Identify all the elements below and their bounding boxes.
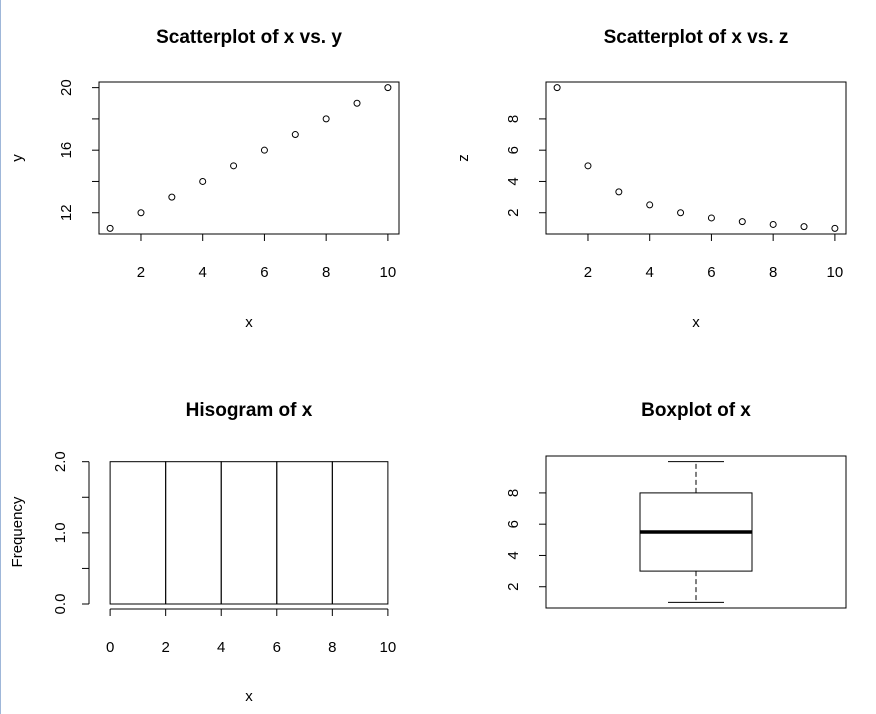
chart1-x-tick-label: 4 xyxy=(646,264,654,281)
chart1-x-tick-label: 2 xyxy=(584,264,592,281)
scatter-xz-ylabel: z xyxy=(455,154,472,162)
histogram-xlabel: x xyxy=(245,688,253,705)
chart1-y-tick-label: 2 xyxy=(505,209,522,217)
chart2-x-tick-label: 10 xyxy=(380,639,397,656)
scatter-xz-panel: Scatterplot of x vs. z 2 4 6 8 10 2 4 6 8 x z xyxy=(455,27,847,331)
scatter-xy-panel: Scatterplot of x vs. y 2 4 6 8 10 12 16 20 x y xyxy=(9,27,400,331)
scatter-xy-ylabel: y xyxy=(9,154,26,162)
chart1-point xyxy=(800,223,808,231)
chart0-y-tick-label: 20 xyxy=(58,79,75,96)
scatter-xy-xlabel: x xyxy=(245,314,253,331)
chart3-y-tick-label: 6 xyxy=(505,520,522,528)
chart1-point xyxy=(769,220,777,228)
chart2-x-tick-label: 2 xyxy=(161,639,169,656)
chart1-x-tick-label: 8 xyxy=(769,264,777,281)
chart1-point xyxy=(707,214,715,222)
chart0-point xyxy=(137,209,145,217)
chart2-x-tick-label: 0 xyxy=(106,639,114,656)
chart2-y-tick-label: 0.0 xyxy=(52,594,69,615)
histogram-panel: Hisogram of x 0 2 4 6 8 10 0.0 1.0 2.0 x Frequen… xyxy=(9,400,396,705)
chart1-y-tick-label: 8 xyxy=(505,115,522,123)
chart0-x-tick-label: 4 xyxy=(199,264,207,281)
chart2-x-tick-label: 6 xyxy=(273,639,281,656)
scatter-xz-title: Scatterplot of x vs. z xyxy=(604,27,789,48)
chart0-point xyxy=(260,146,268,154)
chart0-point xyxy=(230,162,238,170)
scatter-xz-plot-area xyxy=(545,81,847,235)
chart0-point xyxy=(199,177,207,185)
histogram-bar xyxy=(276,461,333,605)
chart0-point xyxy=(168,193,176,201)
chart1-point xyxy=(738,218,746,226)
histogram-bar xyxy=(109,461,167,605)
chart0-x-tick-label: 2 xyxy=(137,264,145,281)
chart1-point xyxy=(584,162,592,170)
scatter-xy-title: Scatterplot of x vs. y xyxy=(156,27,342,48)
chart0-x-tick-label: 10 xyxy=(380,264,397,281)
chart2-y-tick-label: 2.0 xyxy=(52,451,69,472)
chart1-point xyxy=(646,201,654,209)
scatter-xz-xlabel: x xyxy=(692,314,700,331)
histogram-bar xyxy=(331,461,389,605)
boxplot-panel: Boxplot of x 2 4 6 8 xyxy=(505,400,847,609)
histogram-title: Hisogram of x xyxy=(186,400,313,421)
chart0-point xyxy=(384,84,392,92)
chart0-point xyxy=(353,99,361,107)
chart1-y-tick-label: 4 xyxy=(505,177,522,185)
chart1-point xyxy=(615,188,623,196)
chart0-y-tick-label: 12 xyxy=(58,204,75,221)
chart0-y-tick-label: 16 xyxy=(58,142,75,159)
chart3-y-tick-label: 8 xyxy=(505,489,522,497)
chart1-point xyxy=(553,84,561,92)
chart0-point xyxy=(106,224,114,232)
chart2-x-tick-label: 8 xyxy=(328,639,336,656)
chart2-x-tick-label: 4 xyxy=(217,639,225,656)
chart1-x-tick-label: 6 xyxy=(707,264,715,281)
boxplot-title: Boxplot of x xyxy=(641,400,751,421)
chart3-y-tick-label: 2 xyxy=(505,583,522,591)
chart1-point xyxy=(831,224,839,232)
chart1-y-tick-label: 6 xyxy=(505,146,522,154)
chart1-x-tick-label: 10 xyxy=(827,264,844,281)
histogram-bar xyxy=(165,461,222,605)
chart0-point xyxy=(291,131,299,139)
chart0-x-tick-label: 8 xyxy=(322,264,330,281)
window-edge xyxy=(0,0,1,714)
chart0-x-tick-label: 6 xyxy=(260,264,268,281)
chart2-y-tick-label: 1.0 xyxy=(52,522,69,543)
chart1-point xyxy=(677,209,685,217)
chart3-y-tick-label: 4 xyxy=(505,551,522,559)
histogram-ylabel: Frequency xyxy=(9,496,26,567)
histogram-bar xyxy=(220,461,278,605)
chart0-point xyxy=(322,115,330,123)
